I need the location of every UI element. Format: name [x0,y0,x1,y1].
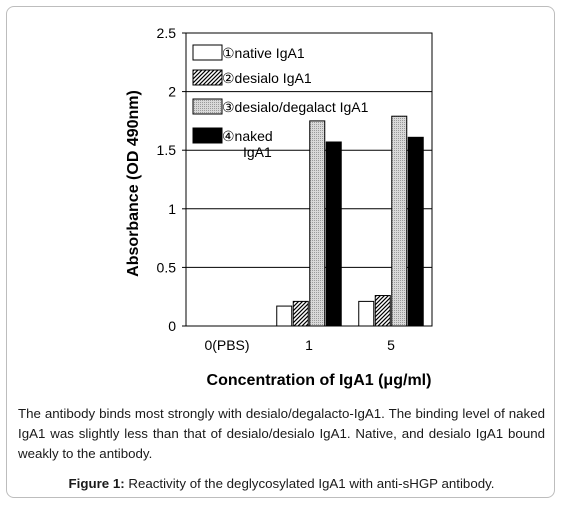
y-tick-label: 2 [168,84,176,100]
bar [391,115,408,327]
figure-description: Reactivity of the deglycosylated IgA1 wi… [124,476,495,491]
bar [358,300,375,327]
legend-label-continued: IgA1 [243,144,272,160]
plot-area [185,32,433,327]
bar [292,300,309,327]
bar [325,141,342,327]
figure-label: Figure 1: [68,476,125,491]
y-axis-title: Absorbance (OD 490nm) [125,90,142,277]
y-tick-label: 0.5 [157,259,177,275]
y-tick-label: 1 [168,201,176,217]
legend-label: ①native IgA1 [222,45,305,61]
legend-swatch [192,98,223,115]
bar-chart: 0 0.5 1 1.5 2 2.5 0(PBS) 1 5 ①native IgA1 ②desialo… [125,25,433,389]
x-tick-label: 1 [305,337,313,353]
legend-swatch [192,127,223,144]
caption-text: The antibody binds most strongly with de… [18,406,545,461]
bar [309,120,326,327]
bar [276,305,293,327]
legend-label: ④naked [222,128,273,144]
x-axis-title: Concentration of IgA1 (μg/ml) [207,372,432,389]
x-tick-label: 5 [387,337,395,353]
bar [407,136,424,327]
y-tick-label: 1.5 [157,142,177,158]
legend-label: ③desialo/degalact IgA1 [222,99,369,115]
legend-swatch [192,69,223,86]
x-tick-label: 0(PBS) [204,337,249,353]
y-tick-label: 0 [168,318,176,334]
legend-swatch [192,44,223,61]
figure-caption: Figure 1: Reactivity of the deglycosylat… [0,476,563,491]
legend-label: ②desialo IgA1 [222,70,312,86]
bar [374,295,391,327]
y-tick-label: 2.5 [157,25,177,41]
